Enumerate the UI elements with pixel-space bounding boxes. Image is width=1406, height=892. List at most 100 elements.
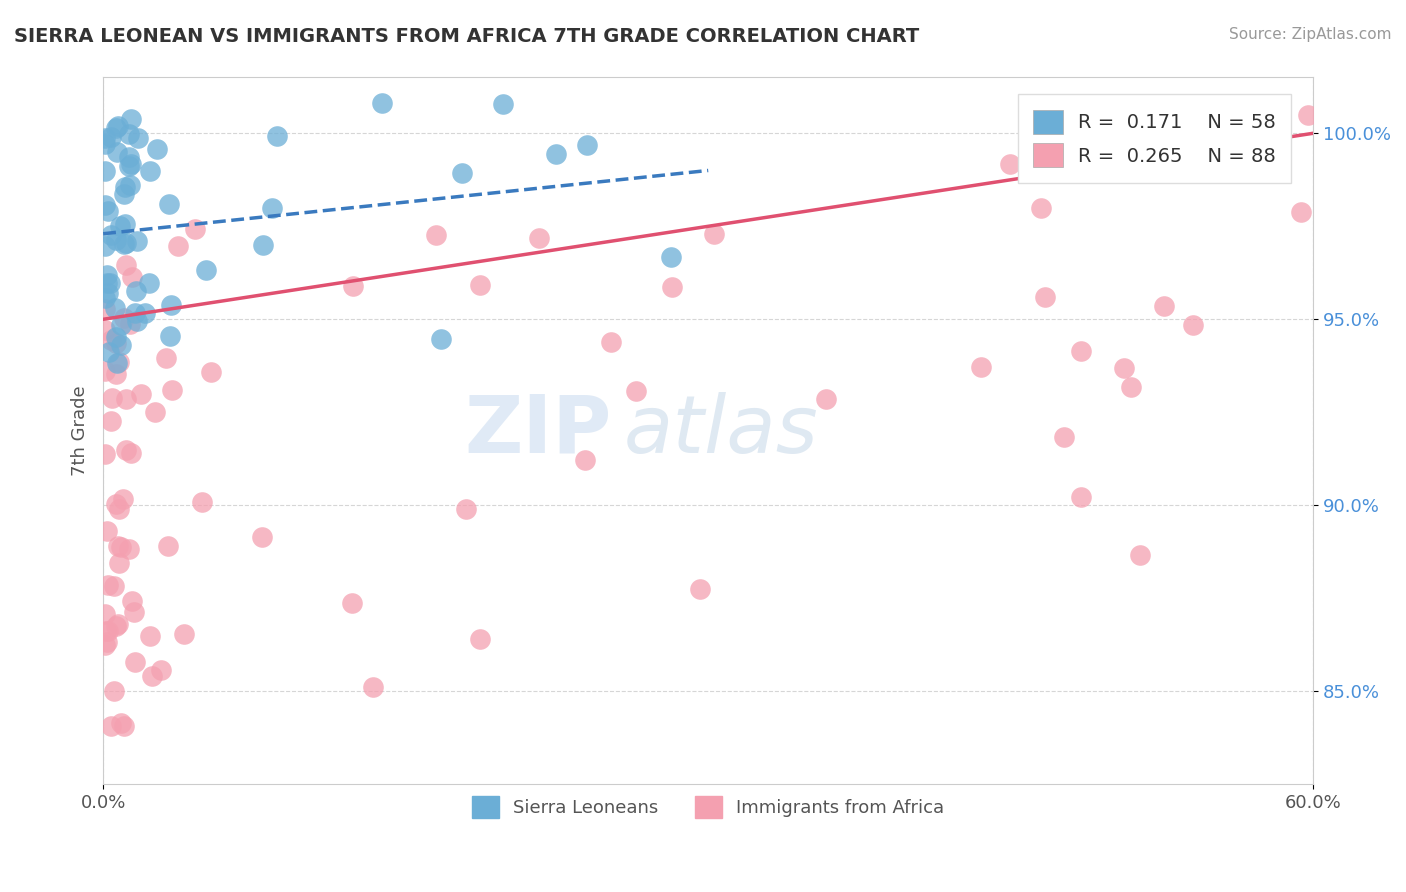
- Point: [94, 624, 117, 639]
- Point: [103, 684, 125, 698]
- Point: [96, 634, 118, 648]
- Point: [1153, 299, 1175, 313]
- Point: [114, 217, 136, 231]
- Point: [94, 130, 117, 145]
- Point: [97, 577, 120, 591]
- Text: Source: ZipAtlas.com: Source: ZipAtlas.com: [1229, 27, 1392, 42]
- Point: [626, 384, 648, 398]
- Point: [124, 655, 146, 669]
- Point: [160, 383, 183, 397]
- Point: [370, 96, 392, 111]
- Point: [127, 131, 149, 145]
- Point: [157, 539, 180, 553]
- Point: [157, 197, 180, 211]
- Point: [138, 277, 160, 291]
- Point: [468, 278, 491, 293]
- Point: [94, 364, 117, 378]
- Point: [145, 142, 167, 156]
- Point: [110, 338, 132, 352]
- Point: [544, 146, 567, 161]
- Point: [100, 719, 122, 733]
- Point: [139, 630, 162, 644]
- Legend: Sierra Leoneans, Immigrants from Africa: Sierra Leoneans, Immigrants from Africa: [465, 789, 952, 825]
- Point: [94, 638, 117, 652]
- Point: [115, 392, 138, 407]
- Point: [118, 159, 141, 173]
- Point: [94, 291, 117, 305]
- Point: [118, 542, 141, 557]
- Point: [1047, 108, 1070, 122]
- Point: [108, 502, 131, 516]
- Point: [104, 301, 127, 316]
- Point: [104, 233, 127, 247]
- Point: [98, 345, 121, 359]
- Point: [112, 310, 135, 325]
- Point: [94, 607, 117, 621]
- Point: [141, 668, 163, 682]
- Point: [110, 318, 132, 332]
- Point: [107, 617, 129, 632]
- Point: [112, 237, 135, 252]
- Point: [1136, 158, 1159, 172]
- Point: [456, 501, 478, 516]
- Point: [659, 250, 682, 264]
- Point: [1181, 318, 1204, 332]
- Point: [1114, 361, 1136, 376]
- Point: [470, 632, 492, 646]
- Point: [134, 305, 156, 319]
- Point: [195, 263, 218, 277]
- Point: [94, 136, 117, 151]
- Point: [167, 239, 190, 253]
- Point: [814, 392, 837, 406]
- Point: [200, 365, 222, 379]
- Point: [108, 219, 131, 233]
- Point: [340, 596, 363, 610]
- Point: [191, 495, 214, 509]
- Point: [173, 626, 195, 640]
- Point: [118, 178, 141, 192]
- Point: [159, 298, 181, 312]
- Point: [114, 258, 136, 272]
- Point: [105, 497, 128, 511]
- Point: [110, 715, 132, 730]
- Point: [425, 227, 447, 242]
- Point: [184, 221, 207, 235]
- Point: [105, 356, 128, 370]
- Point: [120, 317, 142, 331]
- Point: [114, 187, 136, 202]
- Point: [527, 231, 550, 245]
- Point: [120, 446, 142, 460]
- Point: [121, 593, 143, 607]
- Point: [94, 164, 117, 178]
- Point: [260, 201, 283, 215]
- Point: [361, 680, 384, 694]
- Point: [97, 624, 120, 638]
- Point: [100, 130, 122, 145]
- Point: [94, 239, 117, 253]
- Point: [143, 405, 166, 419]
- Point: [703, 227, 725, 242]
- Point: [105, 367, 128, 381]
- Point: [120, 112, 142, 126]
- Text: ZIP: ZIP: [464, 392, 612, 470]
- Point: [492, 96, 515, 111]
- Point: [100, 414, 122, 428]
- Point: [110, 540, 132, 554]
- Point: [1129, 549, 1152, 563]
- Point: [108, 556, 131, 570]
- Point: [107, 539, 129, 553]
- Point: [104, 619, 127, 633]
- Point: [112, 491, 135, 506]
- Point: [105, 336, 128, 351]
- Y-axis label: 7th Grade: 7th Grade: [72, 385, 89, 476]
- Point: [150, 663, 173, 677]
- Point: [159, 329, 181, 343]
- Point: [96, 524, 118, 539]
- Point: [139, 163, 162, 178]
- Point: [105, 145, 128, 159]
- Point: [252, 238, 274, 252]
- Point: [120, 157, 142, 171]
- Point: [94, 198, 117, 212]
- Point: [94, 447, 117, 461]
- Point: [96, 276, 118, 290]
